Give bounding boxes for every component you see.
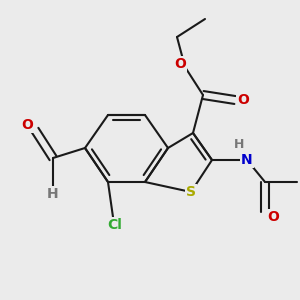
- Text: O: O: [237, 93, 249, 107]
- Text: N: N: [241, 153, 253, 167]
- Text: Cl: Cl: [108, 218, 122, 232]
- Text: O: O: [267, 210, 279, 224]
- Text: O: O: [174, 57, 186, 71]
- Text: H: H: [234, 139, 244, 152]
- Text: O: O: [21, 118, 33, 132]
- Text: H: H: [47, 187, 59, 201]
- Text: S: S: [186, 185, 196, 199]
